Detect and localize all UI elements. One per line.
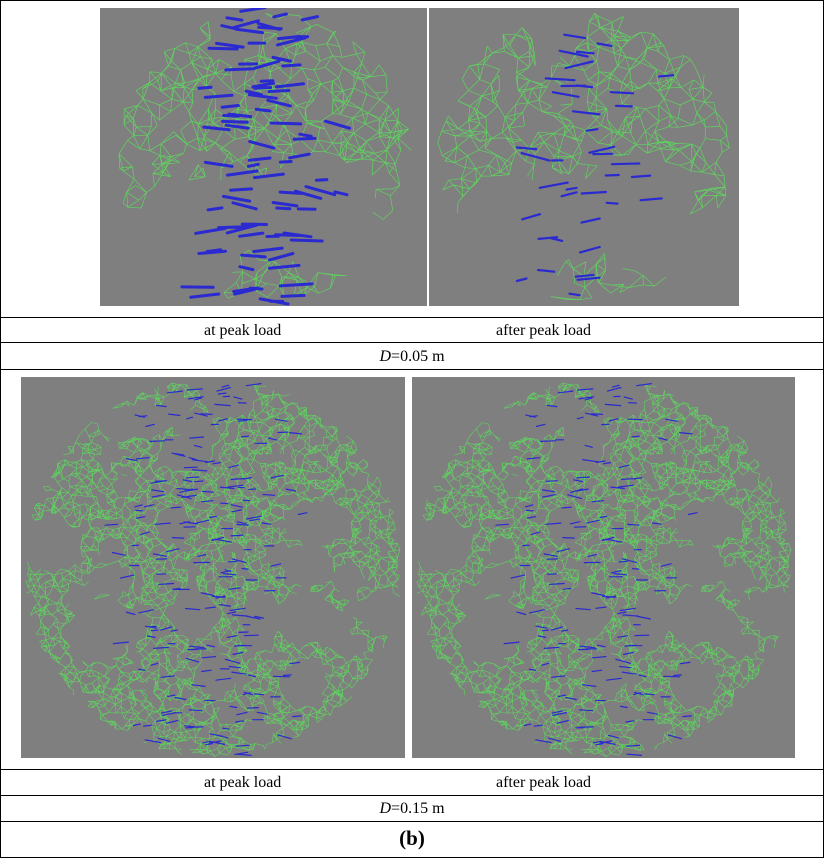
mesh-panel-large-peak (21, 377, 405, 758)
panel-caption: after peak load (496, 774, 591, 792)
mesh-image (21, 377, 405, 758)
subfigure-label: (b) (0, 826, 824, 851)
crack-pattern (182, 8, 350, 304)
panel-caption: at peak load (204, 322, 281, 340)
mesh-panel-small-post (429, 8, 739, 306)
row-divider (0, 769, 824, 770)
row-divider (0, 795, 824, 796)
row-divider (0, 369, 824, 370)
diameter-value: =0.15 m (391, 800, 444, 817)
diameter-symbol: D (379, 348, 391, 365)
diameter-symbol: D (379, 800, 391, 817)
lattice-mesh (119, 13, 411, 298)
mesh-panel-large-post (412, 377, 795, 758)
diameter-label: D=0.05 m (0, 348, 824, 366)
row-divider (0, 317, 824, 318)
mesh-image (100, 8, 427, 306)
diameter-label: D=0.15 m (0, 800, 824, 818)
crack-pattern (517, 35, 673, 296)
table-border-left (0, 0, 1, 858)
table-border-top (0, 0, 824, 1)
mesh-image (412, 377, 795, 758)
panel-caption: after peak load (496, 322, 591, 340)
row-divider (0, 821, 824, 822)
mesh-panel-small-peak (100, 8, 427, 306)
diameter-value: =0.05 m (391, 348, 444, 365)
mesh-image (429, 8, 739, 306)
row-divider (0, 342, 824, 343)
panel-caption: at peak load (204, 774, 281, 792)
